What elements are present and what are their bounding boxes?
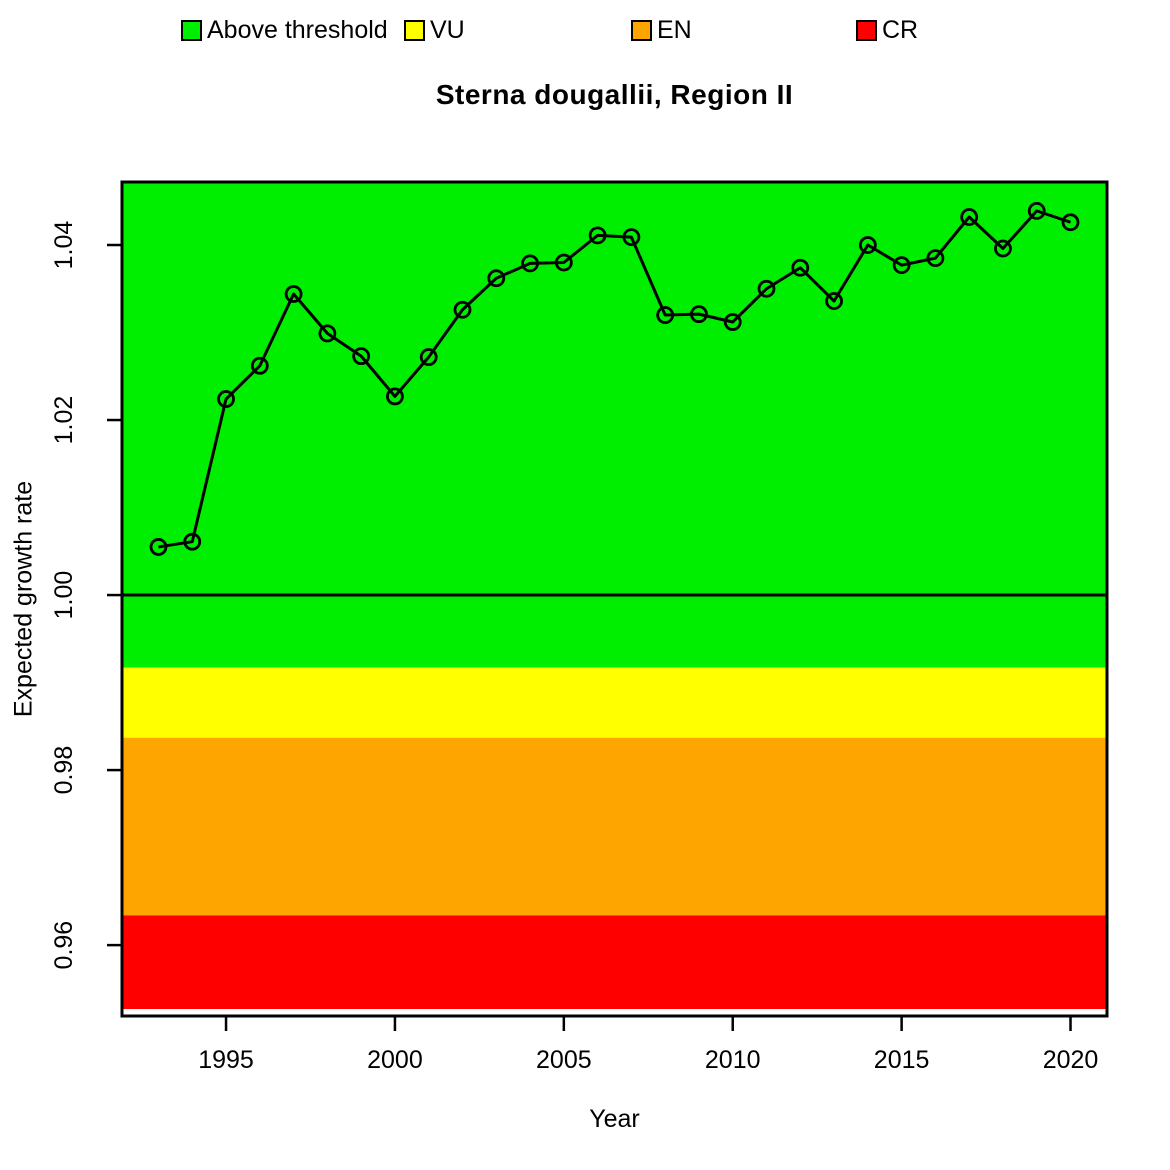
data-point-1998 — [318, 324, 337, 343]
data-point-1996 — [250, 356, 269, 375]
x-tick-label-1995: 1995 — [198, 1046, 254, 1074]
data-point-1997 — [284, 285, 303, 303]
data-point-2002 — [453, 300, 472, 319]
x-tick-label-2020: 2020 — [1043, 1046, 1099, 1074]
legend-swatch-en — [631, 19, 652, 41]
legend-label-above-threshold: Above threshold — [207, 16, 388, 44]
data-point-2001 — [419, 348, 438, 366]
data-point-2000 — [386, 387, 404, 406]
legend-item-vu: VU — [404, 14, 465, 46]
chart-title: Sterna dougallii, Region II — [435, 79, 794, 110]
data-point-1999 — [352, 347, 371, 366]
data-point-2012 — [791, 258, 810, 277]
data-point-2018 — [994, 239, 1012, 258]
y-tick-label-0.96: 0.96 — [50, 921, 78, 970]
y-axis-title: Expected growth rate — [9, 480, 38, 718]
data-point-2006 — [588, 226, 607, 245]
legend-label-en: EN — [657, 16, 692, 44]
x-tick-label-2015: 2015 — [874, 1046, 930, 1074]
data-point-1994 — [183, 532, 202, 551]
data-point-2005 — [554, 253, 573, 272]
data-point-2004 — [521, 254, 539, 273]
legend-item-above-threshold: Above threshold — [181, 14, 388, 46]
growth-rate-line — [158, 209, 1071, 549]
data-point-1995 — [217, 390, 235, 408]
x-tick-label-2005: 2005 — [536, 1046, 592, 1074]
data-point-2008 — [656, 306, 675, 324]
legend-swatch-cr — [856, 19, 877, 41]
data-point-1993 — [149, 538, 168, 556]
data-point-2013 — [825, 292, 843, 310]
data-point-2016 — [926, 249, 945, 268]
data-point-2020 — [1061, 213, 1080, 232]
data-point-2007 — [622, 228, 641, 247]
y-tick-label-0.98: 0.98 — [50, 746, 78, 795]
plot-box — [120, 180, 1109, 1018]
band-vu — [122, 667, 1107, 738]
data-point-2011 — [757, 279, 776, 298]
y-tick-label-1.02: 1.02 — [50, 396, 78, 445]
x-tick-label-2000: 2000 — [367, 1046, 423, 1074]
data-point-2010 — [723, 313, 742, 331]
data-point-2003 — [487, 269, 506, 288]
data-point-2019 — [1027, 201, 1046, 220]
x-axis-title: Year — [589, 1105, 640, 1133]
legend-swatch-above-threshold — [181, 19, 202, 41]
data-point-2009 — [690, 305, 708, 324]
legend-swatch-vu — [404, 19, 425, 41]
legend-item-en: EN — [631, 14, 692, 46]
legend-item-cr: CR — [856, 14, 918, 46]
data-point-2017 — [960, 208, 979, 226]
legend-label-vu: VU — [430, 16, 465, 44]
legend-label-cr: CR — [882, 16, 919, 44]
data-point-2014 — [858, 236, 877, 254]
x-tick-label-2010: 2010 — [705, 1046, 761, 1074]
y-tick-label-1: 1.00 — [50, 571, 78, 620]
y-tick-label-1.04: 1.04 — [50, 221, 78, 270]
band-en — [122, 737, 1107, 916]
data-point-2015 — [892, 256, 911, 275]
band-cr — [122, 915, 1107, 1009]
